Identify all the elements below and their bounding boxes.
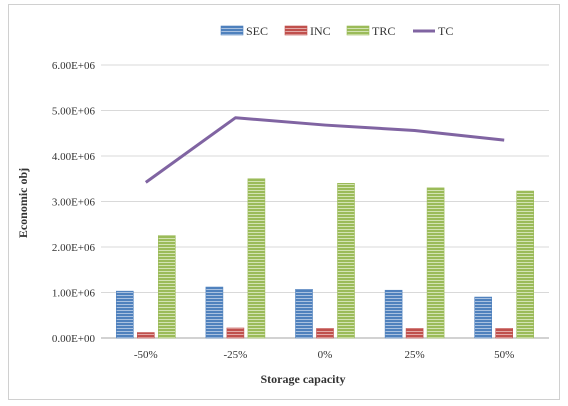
chart-frame: 0.00E+00 1.00E+06 2.00E+06 3.00E+06 4.00E+06… [8, 4, 560, 400]
bar-inc [495, 328, 514, 339]
bars [116, 178, 535, 339]
legend-swatch-inc [284, 25, 308, 36]
y-tick-label: 5.00E+06 [52, 106, 96, 118]
x-axis-ticks: -50% -25% 0% 25% 50% [134, 349, 514, 361]
legend-label: INC [310, 24, 331, 38]
bar-sec [474, 296, 493, 339]
y-tick-label: 4.00E+06 [52, 151, 96, 163]
y-tick-label: 2.00E+06 [52, 242, 96, 254]
legend-swatch-sec [220, 25, 244, 36]
x-axis-title: Storage capacity [261, 372, 346, 386]
y-tick-label: 3.00E+06 [52, 197, 96, 209]
y-tick-label: 0.00E+00 [52, 333, 96, 345]
x-tick-label: 0% [318, 349, 333, 361]
x-tick-label: -50% [134, 349, 158, 361]
line-tc [144, 116, 505, 184]
bar-inc [405, 328, 424, 339]
legend-label: TC [438, 24, 453, 38]
y-tick-label: 1.00E+06 [52, 288, 96, 300]
bar-trc [337, 183, 355, 339]
legend-label: TRC [372, 24, 395, 38]
bar-sec [116, 290, 134, 339]
bar-sec [384, 289, 403, 339]
legend: SEC INC TRC TC [220, 24, 453, 38]
bar-sec [205, 286, 224, 339]
x-tick-label: 25% [405, 349, 425, 361]
bar-inc [226, 327, 245, 339]
x-tick-label: -25% [223, 349, 247, 361]
y-axis-ticks: 0.00E+00 1.00E+06 2.00E+06 3.00E+06 4.00E+06… [52, 60, 96, 345]
chart-svg: 0.00E+00 1.00E+06 2.00E+06 3.00E+06 4.00E+06… [16, 24, 549, 386]
bar-trc [247, 178, 266, 339]
y-axis-title: Economic obj [16, 168, 30, 238]
legend-swatch-trc [346, 25, 370, 36]
bar-sec [295, 289, 313, 339]
gridlines [101, 64, 549, 339]
bar-inc [137, 332, 155, 339]
x-tick-label: 50% [494, 349, 514, 361]
bar-trc [426, 187, 445, 339]
bar-inc [316, 328, 334, 339]
bar-trc [158, 235, 176, 339]
line-series [144, 116, 505, 184]
legend-label: SEC [246, 24, 268, 38]
y-tick-label: 6.00E+06 [52, 60, 96, 72]
bar-trc [516, 190, 535, 339]
